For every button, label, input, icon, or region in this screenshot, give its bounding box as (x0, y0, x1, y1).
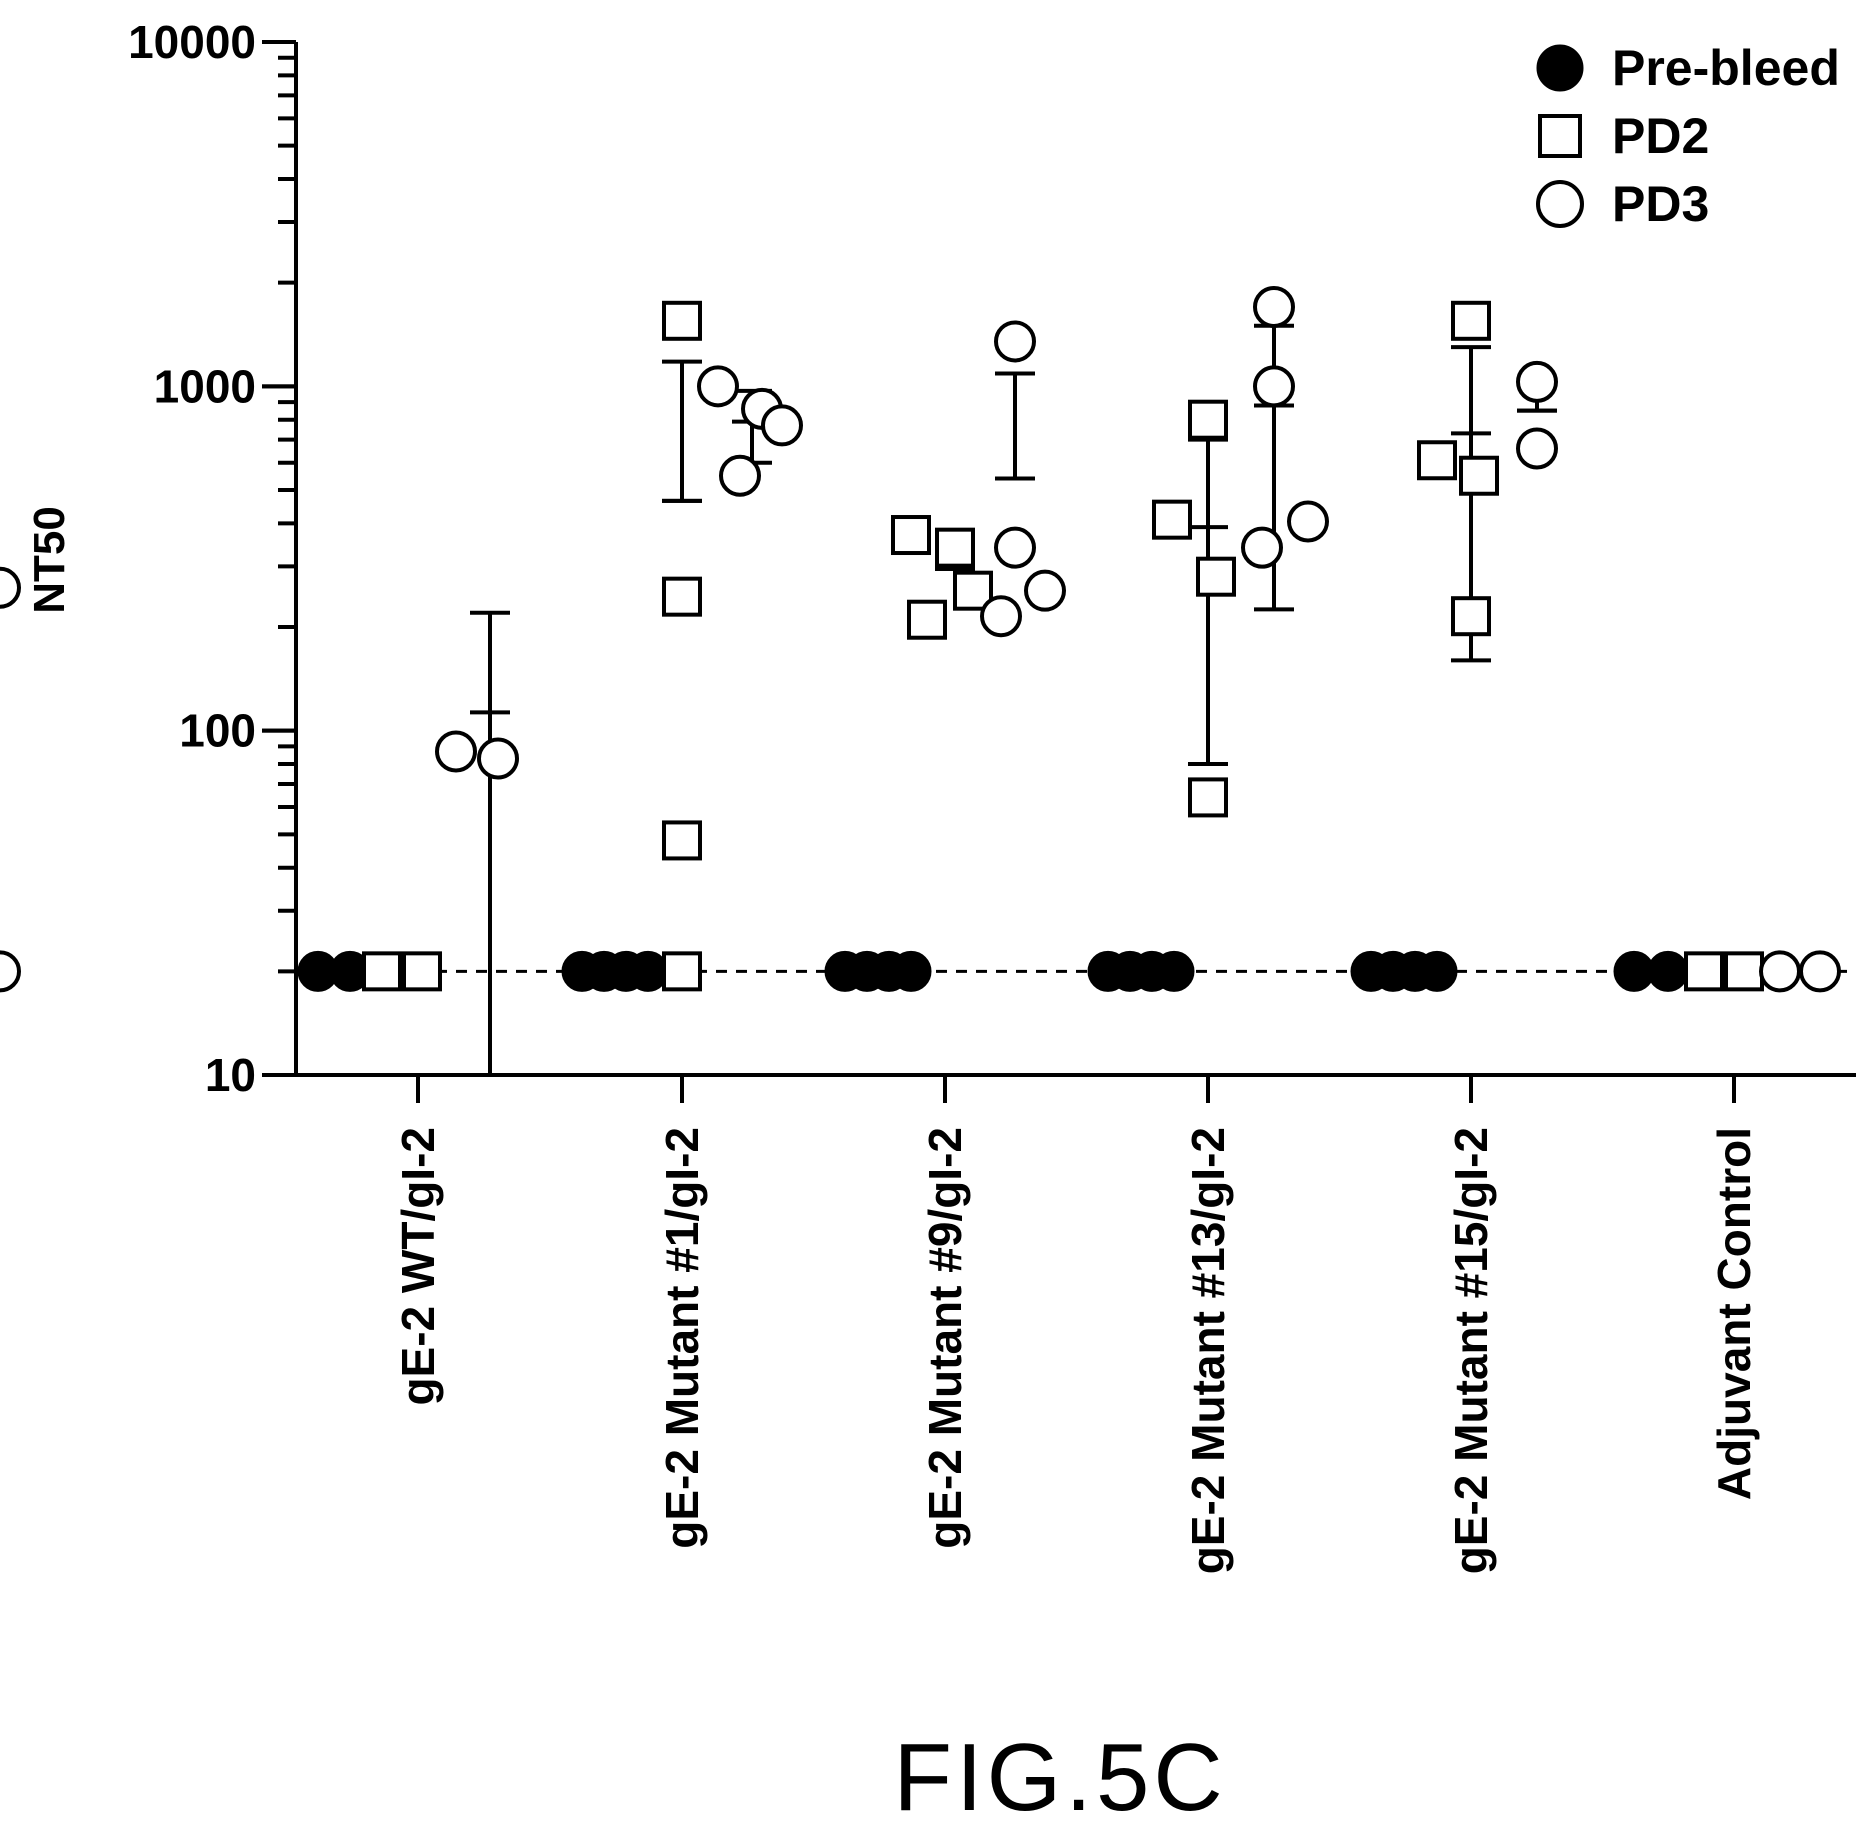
x-tick-label: Adjuvant Control (1708, 1127, 1760, 1500)
axes: 10 100 1000 10000 gE-2 WT/gI-2 gE-2 Mutant #1… (128, 16, 1856, 1574)
legend-marker-pre-bleed (1536, 44, 1584, 92)
point-pd2 (662, 951, 702, 992)
point-pd2 (1188, 399, 1228, 440)
point-pd2 (1724, 951, 1764, 992)
legend-label: PD3 (1612, 176, 1709, 232)
point-pd2 (935, 527, 975, 568)
point-pd3 (1799, 950, 1841, 993)
point-pd3 (435, 730, 477, 773)
x-tick-label: gE-2 WT/gI-2 (392, 1127, 444, 1406)
y-tick-label: 10000 (128, 16, 256, 68)
point-pd3 (477, 737, 519, 780)
point-pd2 (1152, 499, 1192, 540)
point-pd2 (1196, 556, 1236, 597)
point-pd3 (1759, 950, 1801, 993)
legend-marker-pd3 (1536, 180, 1584, 228)
x-tick-label: gE-2 Mutant #9/gI-2 (919, 1127, 971, 1549)
x-tick-label: gE-2 Mutant #1/gI-2 (656, 1127, 708, 1549)
point-pd3 (994, 526, 1036, 569)
legend-label: PD2 (1612, 108, 1709, 164)
point-pd2 (662, 820, 702, 861)
legend-label: Pre-bleed (1612, 40, 1840, 96)
y-tick-label: 100 (179, 705, 256, 757)
point-pre-bleed (627, 950, 669, 992)
point-pd3 (1253, 285, 1295, 328)
point-pd2 (1451, 300, 1491, 341)
point-pd3 (719, 454, 761, 497)
point-pd2 (662, 576, 702, 617)
point-pre-bleed (1416, 950, 1458, 992)
y-tick-label: 1000 (154, 360, 256, 412)
y-tick-label: 10 (205, 1049, 256, 1101)
point-pre-bleed (890, 950, 932, 992)
point-pre-bleed (1613, 950, 1655, 992)
legend-marker-pd2 (1538, 114, 1582, 158)
point-pre-bleed (1647, 950, 1689, 992)
point-pd3 (980, 595, 1022, 638)
point-pd2 (907, 599, 947, 640)
point-pd3 (1241, 526, 1283, 569)
point-pd2 (891, 515, 931, 556)
y-axis-label: NT50 (25, 506, 74, 614)
point-pre-bleed (1153, 950, 1195, 992)
x-tick-label: gE-2 Mutant #13/gI-2 (1182, 1127, 1234, 1574)
point-pd2 (662, 300, 702, 341)
point-pd3 (761, 404, 803, 447)
point-pd2 (1451, 596, 1491, 637)
point-pd3 (994, 320, 1036, 363)
point-pd2 (1417, 440, 1457, 481)
point-pd3 (0, 566, 21, 609)
point-pd2 (1684, 951, 1724, 992)
legend: Pre-bleed PD2 PD3 (1536, 40, 1840, 232)
figure-label: FIG.5C (893, 1724, 1226, 1831)
point-pd2 (362, 951, 402, 992)
point-pd3 (1516, 427, 1558, 470)
x-tick-label: gE-2 Mutant #15/gI-2 (1445, 1127, 1497, 1574)
point-pd3 (1516, 360, 1558, 403)
point-pd3 (1024, 569, 1066, 612)
point-pd2 (1459, 455, 1499, 496)
point-pd3 (0, 950, 21, 993)
point-pd3 (1287, 500, 1329, 543)
point-pd2 (402, 951, 442, 992)
point-pd2 (1188, 777, 1228, 818)
data-points (0, 285, 1841, 993)
point-pd3 (1253, 365, 1295, 408)
point-pd3 (697, 365, 739, 408)
